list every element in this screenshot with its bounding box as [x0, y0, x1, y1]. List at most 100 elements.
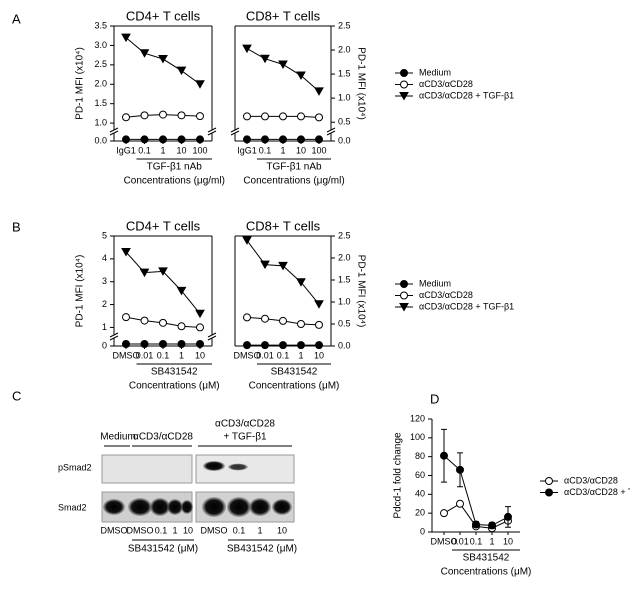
marker [196, 112, 204, 121]
marker [440, 451, 448, 460]
marker [177, 322, 186, 331]
x-tick-label: 10 [314, 350, 324, 360]
blot-band [228, 463, 248, 471]
marker [279, 341, 287, 350]
x-tick-label: 10 [296, 145, 306, 155]
x-tick-label: 1 [489, 536, 494, 546]
chart-title: CD4+ T cells [126, 218, 201, 233]
axis-break [207, 335, 217, 341]
x-group-label: TGF-β1 nAb [266, 162, 322, 173]
blot-row-label: pSmad2 [58, 462, 92, 472]
marker [297, 112, 305, 121]
x-tick-label: 1 [280, 145, 285, 155]
blot-header: αCD3/αCD28 [133, 432, 193, 443]
blot-header: + TGF-β1 [223, 432, 267, 443]
y-axis-title: PD-1 MFI (x10⁴) [75, 255, 86, 328]
marker [159, 340, 167, 348]
marker [158, 55, 168, 64]
legend-marker [399, 303, 409, 312]
axis-break [230, 127, 240, 133]
x-tick-label: 0.1 [157, 350, 170, 360]
marker [315, 135, 323, 144]
y-axis-title: PD-1 MFI (x10⁴) [355, 255, 366, 328]
legend-label: αCD3/αCD28 [564, 475, 618, 485]
blot-row-label: Smad2 [58, 502, 87, 512]
x-tick-label: 1 [298, 350, 303, 360]
y-tick-label: 0.0 [338, 135, 351, 145]
y-tick-label: 2 [102, 299, 107, 309]
x-axis-title: Concentrations (μM) [129, 381, 220, 392]
axis-break [207, 130, 217, 136]
marker [140, 340, 149, 348]
y-tick-label: 2.5 [94, 59, 107, 69]
y-tick-label: 1.5 [338, 68, 351, 78]
series-line [125, 251, 201, 315]
marker [297, 320, 305, 328]
marker [122, 135, 130, 144]
blot-band [203, 461, 225, 471]
marker [279, 316, 287, 325]
treatment-label: SB431542 (μM) [227, 544, 297, 555]
x-tick-label: DMSO [431, 536, 458, 546]
legend-marker [400, 69, 408, 77]
x-tick-label: 1 [160, 145, 165, 155]
x-tick-label: 0.1 [259, 145, 272, 155]
legend-marker [545, 477, 553, 485]
y-tick-label: 1.0 [338, 93, 351, 103]
marker [176, 286, 187, 296]
marker [243, 341, 251, 350]
marker [122, 113, 130, 122]
marker [121, 248, 131, 257]
marker [279, 112, 287, 121]
marker [177, 340, 186, 348]
marker [440, 509, 448, 518]
legend-marker [545, 488, 553, 497]
marker [159, 110, 167, 119]
y-axis-title: PD-1 MFI (x10⁴) [355, 47, 366, 120]
legend-marker [400, 280, 408, 288]
lane-label: 10 [277, 525, 287, 535]
x-tick-label: 0.1 [138, 145, 151, 155]
x-tick-label: IgG1 [116, 145, 136, 155]
y-tick-label: 2.0 [338, 252, 351, 262]
blot-strip [101, 454, 193, 484]
x-tick-label: DMSO [234, 350, 261, 360]
marker [278, 60, 288, 69]
y-tick-label: 120 [410, 413, 425, 423]
marker [456, 465, 464, 474]
marker [260, 260, 270, 270]
chart-title: CD4+ T cells [126, 8, 201, 23]
marker [261, 314, 269, 323]
marker [196, 135, 204, 144]
marker [140, 316, 149, 325]
marker [279, 135, 287, 144]
y-tick-label: 0.5 [338, 117, 351, 127]
y-tick-label: 1.5 [338, 274, 351, 284]
x-tick-label: IgG1 [237, 145, 257, 155]
series-line [443, 455, 509, 526]
marker [159, 318, 167, 327]
marker [242, 236, 252, 245]
marker [196, 323, 204, 332]
x-tick-label: 0.01 [256, 350, 274, 360]
legend-label: Medium [419, 67, 451, 77]
marker [140, 111, 149, 120]
legend-label: αCD3/αCD28 [419, 290, 473, 300]
y-tick-label: 80 [415, 451, 425, 461]
chart-title: CD8+ T cells [246, 8, 321, 23]
x-tick-label: 100 [192, 145, 207, 155]
x-tick-label: 10 [195, 350, 205, 360]
x-tick-label: 100 [311, 145, 326, 155]
series-line [246, 48, 320, 92]
marker [243, 135, 251, 144]
marker [456, 499, 464, 508]
y-tick-label: 0.0 [338, 340, 351, 350]
y-tick-label: 5 [102, 230, 107, 240]
marker [159, 135, 167, 144]
y-axis-title: Pdcd-1 fold change [393, 432, 404, 519]
marker [140, 135, 149, 144]
y-tick-label: 0 [420, 526, 425, 536]
marker [315, 320, 323, 329]
marker [242, 44, 252, 54]
